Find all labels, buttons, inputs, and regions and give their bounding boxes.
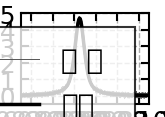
实 验 [148,94,149,95]
理论 [20,95,22,96]
实 验 [80,27,82,28]
理论 [78,18,80,20]
R24 [113,94,115,95]
Line: R24: R24 [21,19,148,96]
实 验 [123,98,125,99]
实 验 [144,95,146,96]
拟 合 [113,94,115,95]
理论 [80,27,82,28]
拟 合 [20,95,22,96]
实 验 [74,42,76,43]
Line: 拟 合: 拟 合 [21,19,148,96]
理论 [73,50,75,51]
拟 合 [78,18,80,20]
R24 [78,18,80,20]
拟 合 [148,95,149,96]
R24 [74,41,76,42]
理论 [137,95,139,96]
R24 [80,27,82,28]
理论 [144,95,146,96]
R24 [137,95,139,96]
拟 合 [73,50,75,51]
R24 [148,95,149,96]
拟 合 [74,41,76,42]
实 验 [78,16,80,18]
实 验 [73,48,75,50]
理论 [74,41,76,42]
实 验 [113,93,115,94]
实 验 [20,95,22,96]
拟 合 [144,95,146,96]
Line: 理论: 理论 [21,19,148,96]
拟 合 [137,95,139,96]
R24 [73,50,75,51]
拟 合 [80,27,82,28]
R24 [20,95,22,96]
理论 [113,94,115,95]
实 验 [137,95,139,96]
理论 [148,95,149,96]
Line: 实 验: 实 验 [21,17,148,99]
Legend: 实 验, 理论, 拟 合, R24: 实 验, 理论, 拟 合, R24 [0,28,135,117]
R24 [144,95,146,96]
